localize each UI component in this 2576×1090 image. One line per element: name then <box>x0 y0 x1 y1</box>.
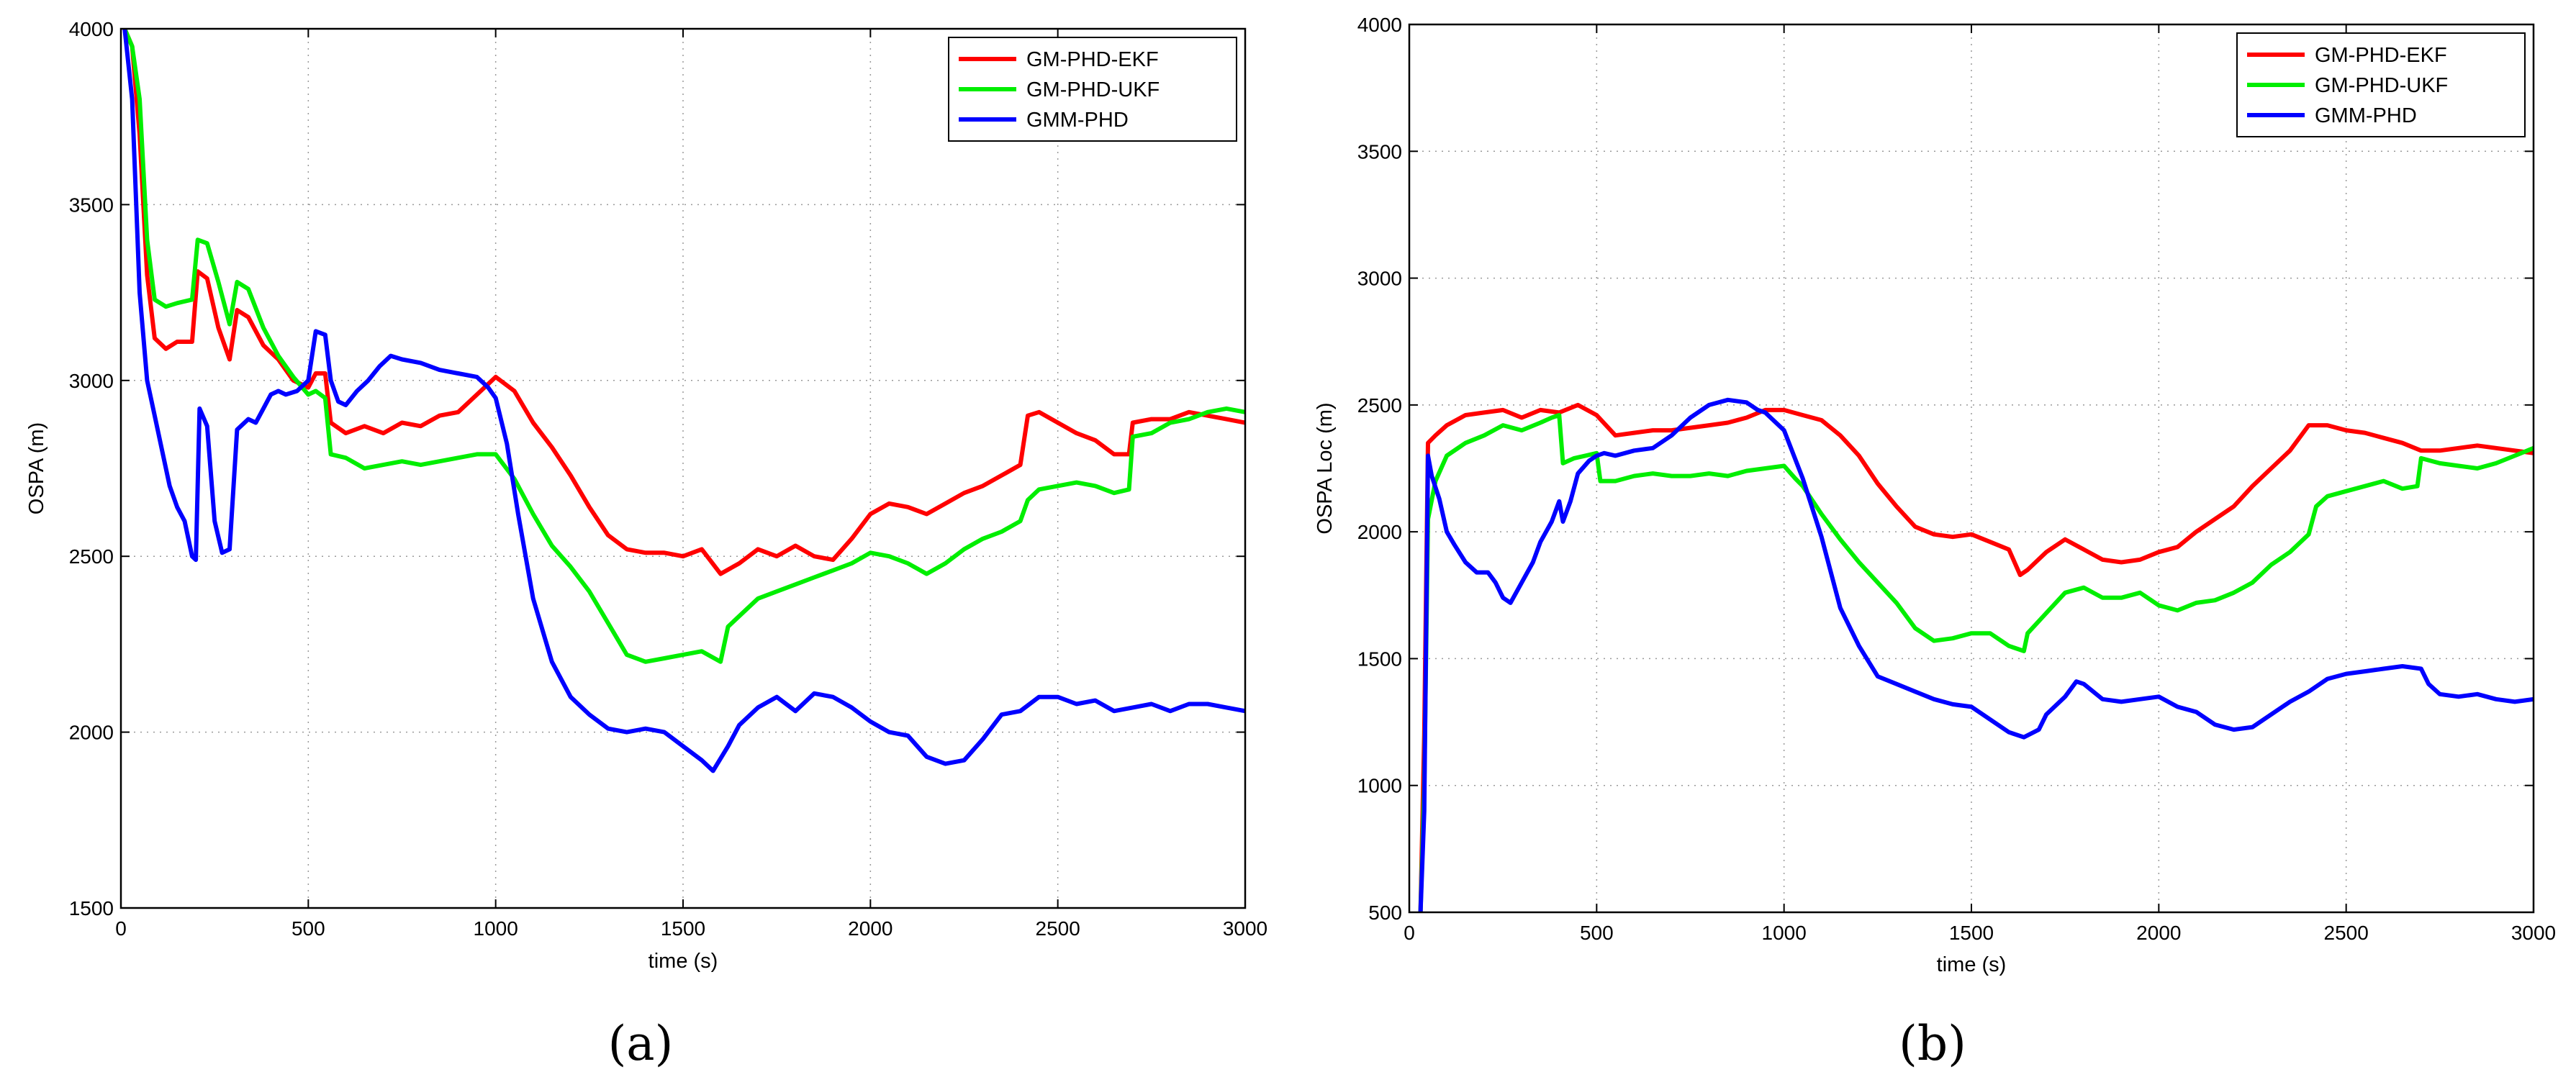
y-tick-label: 1000 <box>1357 775 1402 797</box>
gridlines <box>121 29 1245 908</box>
chart-panel-b: 0 500 1000 1500 2000 2500 3000 500100015002000… <box>1314 14 2556 1071</box>
x-axis-label: time (s) <box>1937 953 2007 976</box>
x-tick-label: 1000 <box>474 917 518 940</box>
x-tick-label: 2500 <box>2324 922 2369 944</box>
x-tick-label: 3000 <box>2511 922 2556 944</box>
y-ticks: 500 1000 1500 2000 2500 3000 3500 4000 <box>1357 14 2534 924</box>
y-tick-label: 2000 <box>1357 521 1402 543</box>
y-tick-label: 3500 <box>1357 140 1402 163</box>
legend: GM-PHD-EKF GM-PHD-UKF GMM-PHD <box>948 37 1237 142</box>
series-line-gmm-phd <box>122 29 1245 773</box>
y-axis-label: OSPA Loc (m) <box>1314 402 1337 534</box>
y-tick-label: 2500 <box>69 545 114 568</box>
panel-caption-a: (a) <box>608 1016 674 1071</box>
y-axis-label: OSPA (m) <box>25 422 48 514</box>
x-tick-label: 500 <box>1580 922 1614 944</box>
legend-box <box>2236 32 2526 137</box>
series-line-gm-phd-ekf <box>1418 402 2534 912</box>
x-tick-label: 2000 <box>848 917 892 940</box>
x-tick-label: 2000 <box>2136 922 2181 944</box>
series-line-gm-phd-ukf <box>122 29 1245 664</box>
y-tick-label: 4000 <box>1357 14 1402 36</box>
plot-area <box>1409 24 2534 912</box>
x-ticks: 0 500 1000 1500 2000 2500 3000 <box>1404 24 2556 944</box>
chart-panel-a: 0 500 1000 1500 2000 2500 3000 1500 2000 2500 300… <box>25 18 1267 1071</box>
panel-caption-b: (b) <box>1899 1016 1966 1071</box>
y-tick-label: 3500 <box>69 194 114 216</box>
legend-label: GMM-PHD <box>1026 109 1129 132</box>
legend: GM-PHD-EKF GM-PHD-UKF GMM-PHD <box>2236 32 2526 137</box>
legend-label: GM-PHD-UKF <box>2315 74 2448 97</box>
x-ticks: 0 500 1000 1500 2000 2500 3000 <box>115 29 1267 940</box>
y-tick-label: 3000 <box>69 370 114 392</box>
y-tick-label: 1500 <box>69 897 114 919</box>
legend-label: GMM-PHD <box>2315 104 2417 127</box>
legend-label: GM-PHD-EKF <box>2315 44 2447 67</box>
y-tick-label: 3000 <box>1357 268 1402 290</box>
x-tick-label: 500 <box>292 917 325 940</box>
x-tick-label: 1500 <box>1949 922 1994 944</box>
y-tick-label: 500 <box>1368 901 1402 924</box>
x-tick-label: 0 <box>115 917 127 940</box>
x-tick-label: 1500 <box>661 917 705 940</box>
y-tick-label: 1500 <box>1357 648 1402 670</box>
y-tick-label: 2000 <box>69 722 114 744</box>
legend-label: GM-PHD-EKF <box>1026 48 1159 71</box>
x-axis-label: time (s) <box>648 950 718 973</box>
plot-area <box>121 29 1245 908</box>
series-layer <box>1418 397 2534 912</box>
x-tick-label: 1000 <box>1762 922 1807 944</box>
y-tick-label: 2500 <box>1357 394 1402 417</box>
x-tick-label: 2500 <box>1036 917 1080 940</box>
y-tick-label: 4000 <box>69 18 114 40</box>
legend-label: GM-PHD-UKF <box>1026 78 1160 101</box>
series-line-gm-phd-ukf <box>1418 413 2534 912</box>
series-line-gm-phd-ekf <box>122 29 1245 576</box>
x-tick-label: 0 <box>1404 922 1415 944</box>
x-tick-label: 3000 <box>1223 917 1267 940</box>
series-line-gmm-phd <box>1418 397 2534 912</box>
series-layer <box>122 29 1245 773</box>
y-ticks: 1500 2000 2500 3000 3500 4000 <box>69 18 1245 919</box>
